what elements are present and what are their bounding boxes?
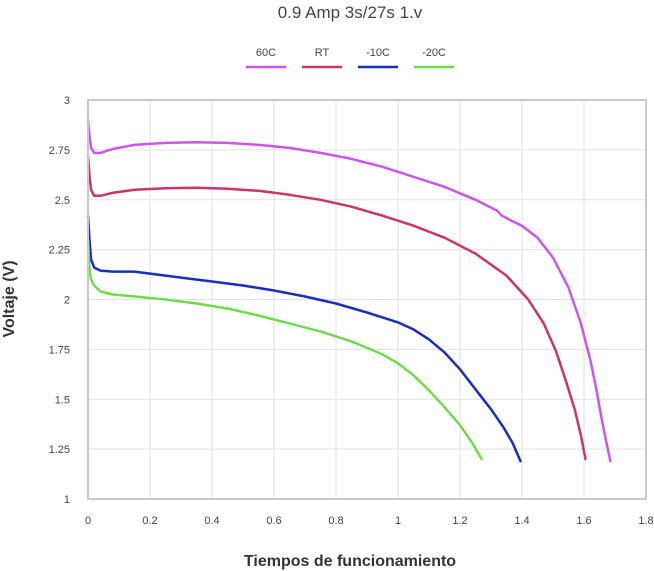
y-tick-label: 1.75 bbox=[49, 344, 70, 356]
x-axis-title: Tiempos de funcionamiento bbox=[244, 553, 456, 570]
series-line-rt bbox=[86, 154, 587, 461]
x-tick-label: 1.2 bbox=[452, 515, 467, 527]
x-axis-ticks: 0 0.2 0.4 0.6 0.8 1 1.2 1.4 1.6 1.8 bbox=[85, 515, 654, 527]
chart-grid bbox=[88, 100, 646, 499]
series-line-20c bbox=[86, 238, 483, 461]
y-tick-label: 2.75 bbox=[49, 145, 70, 157]
legend-label: -10C bbox=[366, 47, 390, 59]
y-tick-label: 1 bbox=[64, 494, 70, 506]
y-tick-label: 3 bbox=[64, 95, 70, 107]
x-tick-label: 0.6 bbox=[266, 515, 281, 527]
x-tick-label: 0.2 bbox=[142, 515, 157, 527]
plot-frame bbox=[87, 99, 647, 500]
x-tick-label: 1.6 bbox=[576, 515, 591, 527]
x-tick-label: 1 bbox=[395, 515, 401, 527]
y-tick-label: 1.25 bbox=[49, 444, 70, 456]
y-tick-label: 2.25 bbox=[49, 245, 70, 257]
legend-label: RT bbox=[315, 47, 330, 59]
y-tick-label: 2.5 bbox=[55, 195, 70, 207]
series-line-10c bbox=[86, 214, 522, 463]
x-tick-label: 1.8 bbox=[638, 515, 653, 527]
y-axis-ticks: 1 1.25 1.5 1.75 2 2.25 2.5 2.75 3 bbox=[49, 95, 70, 506]
chart-legend: 60C RT -10C -20C bbox=[246, 47, 454, 69]
y-axis-title: Voltaje (V) bbox=[1, 260, 18, 337]
legend-label: 60C bbox=[256, 47, 276, 59]
y-tick-label: 2 bbox=[64, 295, 70, 307]
x-tick-label: 0.4 bbox=[204, 515, 219, 527]
x-tick-label: 1.4 bbox=[514, 515, 529, 527]
x-tick-label: 0 bbox=[85, 515, 91, 527]
chart-series-lines bbox=[86, 118, 612, 463]
chart-title: 0.9 Amp 3s/27s 1.v bbox=[278, 3, 423, 22]
y-tick-label: 1.5 bbox=[55, 394, 70, 406]
series-line-60c bbox=[86, 118, 612, 463]
legend-label: -20C bbox=[422, 47, 446, 59]
x-tick-label: 0.8 bbox=[328, 515, 343, 527]
